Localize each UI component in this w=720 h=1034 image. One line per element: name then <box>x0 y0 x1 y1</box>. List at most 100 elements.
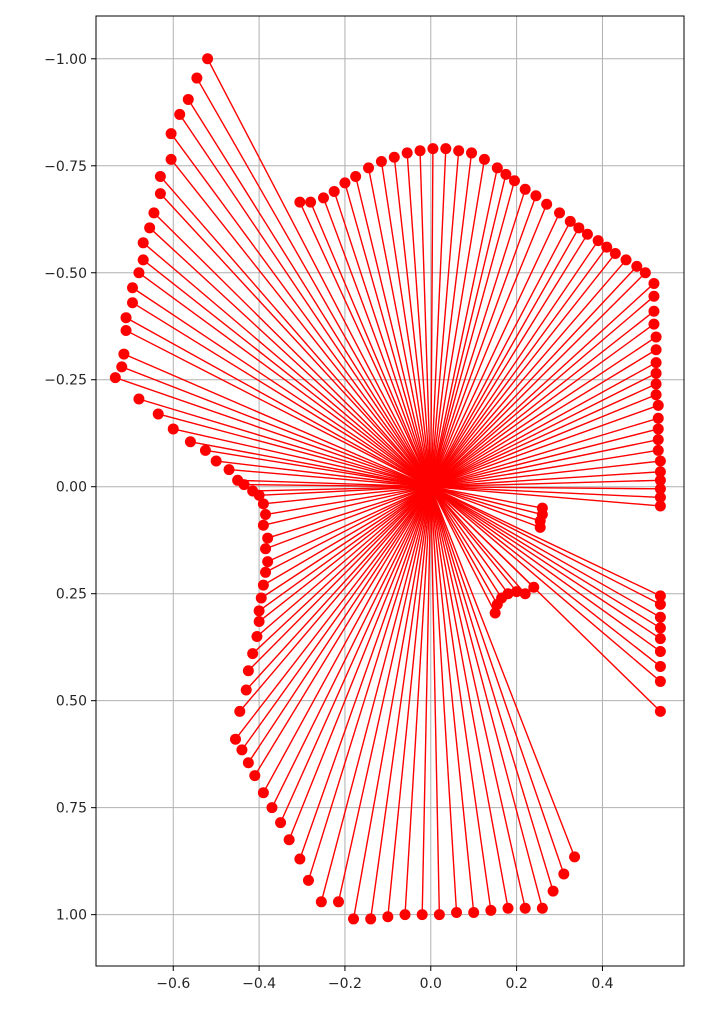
ray-line <box>430 174 507 487</box>
ray-line <box>430 486 509 909</box>
ray-line <box>430 167 498 487</box>
ray-line <box>271 486 432 808</box>
ray-line <box>430 486 526 595</box>
point-marker <box>500 168 512 180</box>
point-markers <box>109 53 666 925</box>
point-marker <box>294 196 306 208</box>
ray-line <box>260 486 432 599</box>
ray-line <box>419 150 432 487</box>
y-tick-label: 0.25 <box>56 587 87 603</box>
point-marker <box>253 489 265 501</box>
point-marker <box>242 665 254 677</box>
ray-line <box>153 212 432 488</box>
ray-line <box>258 486 432 623</box>
point-marker <box>654 455 666 467</box>
ray-line <box>205 449 431 488</box>
x-tick-label: 0.2 <box>505 976 527 992</box>
ray-line <box>237 479 431 488</box>
point-marker <box>466 147 478 159</box>
point-marker <box>260 543 272 555</box>
point-marker <box>536 502 548 514</box>
ray-line <box>263 486 432 586</box>
point-marker <box>654 590 666 602</box>
point-marker <box>654 660 666 672</box>
ray-line <box>430 486 576 858</box>
point-marker <box>564 215 576 227</box>
point-marker <box>382 911 394 923</box>
ray-line <box>142 259 432 488</box>
ray-line <box>430 486 535 588</box>
point-marker <box>652 434 664 446</box>
point-marker <box>652 423 664 435</box>
ray-line <box>265 486 431 516</box>
point-marker <box>502 902 514 914</box>
point-marker <box>255 592 267 604</box>
ray-line <box>299 201 432 488</box>
point-marker <box>650 357 662 369</box>
point-marker <box>620 254 632 266</box>
y-tick-label: 0.00 <box>56 480 87 496</box>
point-marker <box>257 519 269 531</box>
y-tick-label: −0.75 <box>44 159 87 175</box>
point-marker <box>165 153 177 165</box>
point-marker <box>375 155 387 167</box>
point-marker <box>275 817 287 829</box>
ray-line <box>138 398 431 488</box>
ray-line <box>430 189 526 487</box>
ray-line <box>307 486 432 881</box>
point-marker <box>547 885 559 897</box>
point-marker <box>650 378 662 390</box>
point-marker <box>137 237 149 249</box>
ray-line <box>430 486 554 892</box>
point-marker <box>592 235 604 247</box>
ray-line <box>430 152 473 487</box>
point-marker <box>283 834 295 846</box>
ray-line <box>132 302 432 488</box>
x-tick-label: 0.4 <box>591 976 613 992</box>
plot-frame <box>95 15 685 967</box>
ray-line <box>430 486 498 605</box>
point-marker <box>339 177 351 189</box>
ray-line <box>430 449 659 488</box>
x-tick-label: −0.4 <box>242 976 276 992</box>
ray-line <box>430 486 544 909</box>
point-marker <box>167 423 179 435</box>
point-marker <box>348 913 360 925</box>
point-marker <box>305 196 317 208</box>
ray-line <box>430 486 661 618</box>
ray-line <box>190 441 431 488</box>
ray-line <box>430 383 657 488</box>
ray-line <box>430 159 486 487</box>
point-marker <box>601 241 613 253</box>
ray-line <box>430 486 661 597</box>
point-marker <box>242 757 254 769</box>
ray-line <box>241 486 432 751</box>
ray-line <box>125 329 432 488</box>
ray-line <box>430 404 659 488</box>
ray-line <box>430 486 661 668</box>
point-marker <box>133 267 145 279</box>
ray-line <box>430 204 548 487</box>
ray-line <box>430 471 661 488</box>
ray-line <box>430 253 616 488</box>
point-marker <box>508 175 520 187</box>
point-marker <box>262 532 274 544</box>
point-marker <box>133 393 145 405</box>
y-tick-label: 0.50 <box>56 694 87 710</box>
ray-line <box>288 486 432 841</box>
ray-line <box>430 259 627 488</box>
point-marker <box>652 444 664 456</box>
point-marker <box>137 254 149 266</box>
point-marker <box>238 479 250 491</box>
point-marker <box>654 622 666 634</box>
y-tick-label: 1.00 <box>56 908 87 924</box>
ray-line <box>430 148 434 487</box>
ray-line <box>256 486 432 638</box>
point-marker <box>433 909 445 921</box>
point-marker <box>536 902 548 914</box>
ray-line <box>430 282 655 488</box>
ray-line <box>430 336 657 488</box>
point-marker <box>519 183 531 195</box>
point-marker <box>558 868 570 880</box>
